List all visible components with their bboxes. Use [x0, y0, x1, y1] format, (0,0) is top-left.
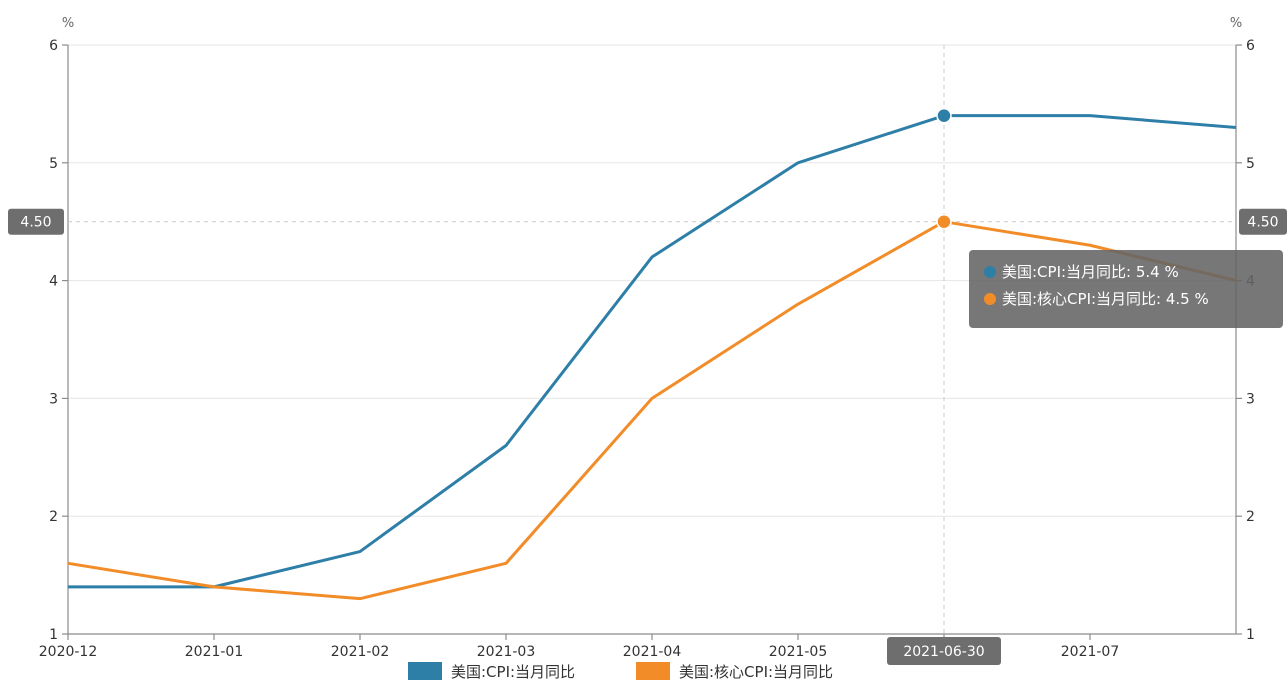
y-tick-label-right: 6 [1246, 38, 1255, 54]
tooltip-line-0: 美国:CPI:当月同比: 5.4 % [1002, 263, 1179, 281]
tooltip-marker-1 [984, 293, 996, 305]
x-pointer-label: 2021-06-30 [903, 644, 984, 660]
y-tick-label-left: 5 [49, 156, 58, 172]
y-tick-label-left: 3 [49, 391, 58, 407]
x-tick-label: 2021-04 [623, 644, 682, 660]
y-pointer-badge-right [1239, 208, 1287, 235]
tooltip-marker-0 [984, 266, 996, 278]
legend-label-0[interactable]: 美国:CPI:当月同比 [451, 663, 575, 681]
x-tick-label: 2021-05 [769, 644, 828, 660]
y-unit-left: % [62, 16, 74, 31]
x-tick-label: 2021-01 [185, 644, 244, 660]
axes: 112233445566%%2020-122021-012021-022021-… [39, 16, 1255, 660]
tooltip-line-1: 美国:核心CPI:当月同比: 4.5 % [1002, 290, 1209, 308]
y-tick-label-right: 3 [1246, 391, 1255, 407]
series-point-1[interactable] [936, 213, 952, 230]
y-tick-label-right: 1 [1246, 627, 1255, 643]
series-line-1 [67, 220, 1237, 601]
y-pointer-label-right: 4.50 [1247, 215, 1278, 231]
y-tick-label-right: 5 [1246, 156, 1255, 172]
y-pointer-label-left: 4.50 [20, 215, 51, 231]
x-tick-label: 2021-02 [331, 644, 390, 660]
y-tick-label-left: 2 [49, 509, 58, 525]
grid-lines [68, 44, 1236, 517]
legend-swatch-0[interactable] [408, 662, 442, 680]
x-tick-label: 2021-07 [1061, 644, 1120, 660]
x-pointer-badge [887, 637, 1001, 665]
y-tick-label-left: 6 [49, 38, 58, 54]
series-point-0[interactable] [936, 107, 952, 124]
series-lines [67, 107, 1237, 601]
x-tick-label: 2020-12 [39, 644, 98, 660]
y-tick-label-left: 1 [49, 627, 58, 643]
y-tick-label-left: 4 [49, 274, 58, 290]
series-line-0 [68, 114, 1237, 589]
legend[interactable]: 美国:CPI:当月同比 美国:核心CPI:当月同比 [408, 662, 833, 681]
legend-label-1[interactable]: 美国:核心CPI:当月同比 [679, 663, 833, 681]
y-unit-right: % [1230, 16, 1242, 31]
x-tick-label: 2021-03 [477, 644, 536, 660]
tooltip-box [969, 250, 1283, 328]
y-pointer-badge-left [8, 208, 64, 235]
y-tick-label-right: 2 [1246, 509, 1255, 525]
axis-pointer: 4.50 4.50 2021-06-30 [8, 45, 1287, 665]
legend-swatch-1[interactable] [636, 662, 670, 680]
tooltip: 美国:CPI:当月同比: 5.4 % 美国:核心CPI:当月同比: 4.5 % [969, 250, 1283, 328]
